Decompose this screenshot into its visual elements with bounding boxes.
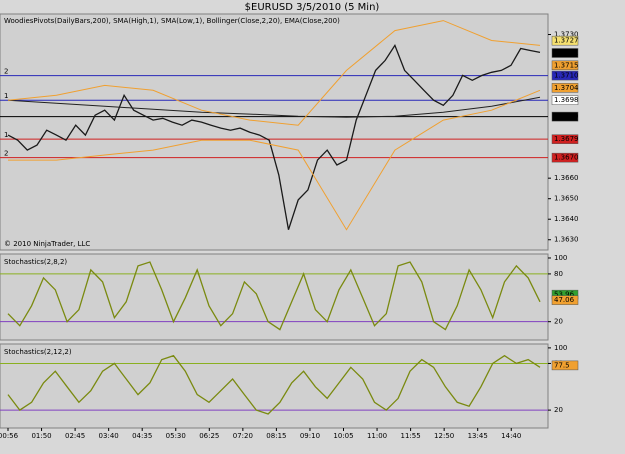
x-tick-label: 06:25	[199, 432, 219, 440]
pivot-label: 1	[4, 92, 8, 100]
price-marker	[551, 152, 579, 163]
x-tick-label: 13:45	[468, 432, 488, 440]
price-marker-label: 1.3704	[554, 84, 579, 92]
pivot-label: 1	[4, 131, 8, 139]
price-marker	[551, 35, 579, 46]
x-tick-label: 11:55	[401, 432, 421, 440]
price-marker-label: 1.3721	[554, 49, 579, 57]
price-marker-label: 77.5	[554, 361, 570, 369]
price-marker-label: 1.3698	[554, 96, 579, 104]
x-tick-label: 14:40	[501, 432, 521, 440]
price-marker-label: 1.3690	[554, 113, 579, 121]
panel	[0, 13, 549, 251]
price-marker	[551, 83, 579, 93]
pivot-label: 2	[4, 68, 8, 76]
price-marker-label: 1.3670	[554, 154, 579, 162]
price-marker	[551, 95, 579, 105]
y-tick-label: 1.3630	[554, 236, 579, 244]
y-tick-label: 100	[554, 344, 567, 352]
price-marker	[551, 48, 579, 58]
x-tick-label: 08:15	[266, 432, 286, 440]
price-marker-label: 53.96	[554, 291, 575, 299]
x-tick-label: 11:00	[367, 432, 387, 440]
y-tick-label: 1.3640	[554, 215, 579, 223]
copyright: © 2010 NinjaTrader, LLC	[4, 240, 90, 248]
price-marker-label: 47.06	[554, 296, 575, 304]
price-marker-label: 1.3679	[554, 135, 579, 143]
x-tick-label: 07:20	[233, 432, 253, 440]
price-marker	[551, 295, 579, 305]
price-line	[7, 96, 541, 118]
x-tick-label: 02:45	[65, 432, 85, 440]
x-tick-label: 12:50	[434, 432, 454, 440]
price-line	[7, 354, 541, 415]
subtitle: WoodiesPivots(DailyBars,200), SMA(High,1…	[4, 17, 340, 25]
chart-title: $EURUSD 3/5/2010 (5 Min)	[245, 2, 380, 13]
panel-title: Stochastics(2,12,2)	[4, 348, 72, 356]
price-marker	[551, 360, 579, 371]
x-tick-label: 04:35	[132, 432, 152, 440]
price-marker-label: 1.3727	[554, 37, 579, 45]
y-tick-label: 20	[554, 318, 563, 326]
pivot-label: 2	[4, 150, 8, 158]
price-marker	[551, 134, 579, 144]
x-tick-label: 10:05	[333, 432, 353, 440]
x-tick-label: 03:40	[99, 432, 119, 440]
price-marker	[551, 111, 579, 122]
price-marker-label: 1.3715	[554, 61, 579, 69]
x-tick-label: 09:10	[300, 432, 320, 440]
price-marker	[551, 60, 579, 71]
y-tick-label: 1.3660	[554, 174, 579, 182]
panel-title: Stochastics(2,8,2)	[4, 258, 67, 266]
y-tick-label: 1.3730	[554, 31, 579, 39]
y-tick-label: 100	[554, 254, 567, 262]
x-tick-label: 00:56	[0, 432, 19, 440]
y-tick-label: 20	[554, 406, 563, 414]
price-line	[7, 20, 541, 126]
x-tick-label: 05:30	[166, 432, 186, 440]
y-tick-label: 80	[554, 270, 563, 278]
price-line	[8, 89, 541, 231]
price-marker-label: 1.3710	[554, 72, 579, 80]
y-tick-label: 1.3650	[554, 195, 579, 203]
panel	[0, 343, 549, 429]
price-line	[7, 43, 541, 230]
x-tick-label: 01:50	[31, 432, 51, 440]
price-marker	[551, 70, 579, 81]
price-line	[7, 261, 541, 331]
